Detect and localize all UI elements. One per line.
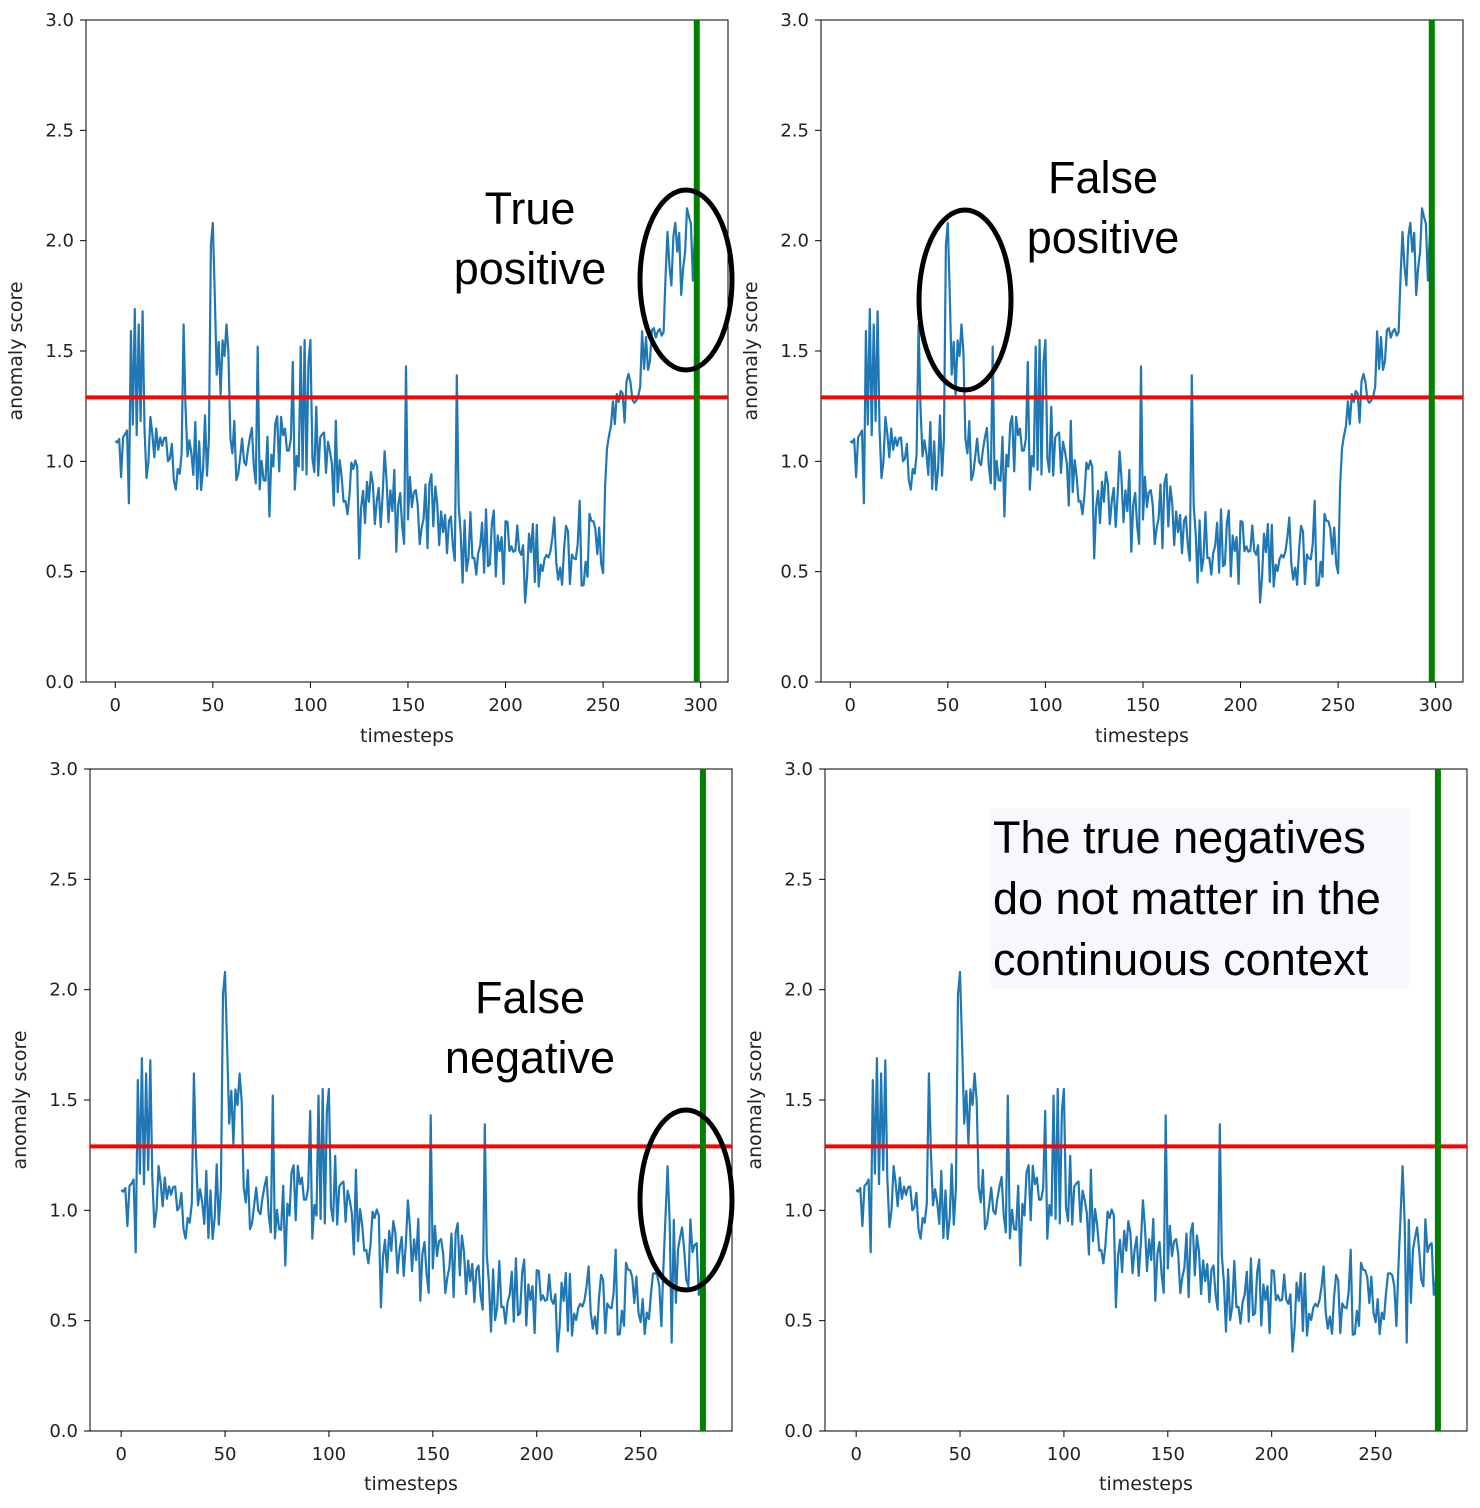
x-tick-label: 150: [416, 1444, 450, 1465]
x-tick-label: 50: [214, 1444, 237, 1465]
annotation-text: True: [485, 183, 576, 234]
annotation-text: False: [475, 972, 585, 1023]
annotation-text: positive: [454, 243, 607, 294]
x-tick-label: 150: [1126, 695, 1160, 716]
x-axis-label: timesteps: [360, 725, 454, 747]
anomaly-score-series: [120, 970, 704, 1353]
y-tick-label: 0.0: [780, 672, 809, 693]
y-tick-label: 2.0: [784, 980, 813, 1001]
x-tick-label: 250: [1321, 695, 1355, 716]
x-tick-label: 150: [1151, 1444, 1185, 1465]
x-tick-label: 0: [115, 1444, 126, 1465]
y-tick-label: 1.5: [784, 1090, 813, 1111]
panel-false-positive: 0.0 0.5 1.0 1.5 2.0 2.5 3.0 0 50 100 150 200 250 300 t…: [740, 10, 1464, 747]
annotation-text: negative: [445, 1032, 615, 1083]
x-tick-label: 250: [1358, 1444, 1392, 1465]
x-axis-label: timesteps: [1095, 725, 1189, 747]
annotation-text: The true negatives: [993, 812, 1366, 863]
x-tick-label: 100: [1028, 695, 1062, 716]
y-tick-label: 1.0: [45, 451, 74, 472]
annotation-text: do not matter in the: [993, 873, 1381, 924]
y-tick-label: 3.0: [45, 10, 74, 31]
panel-true-negatives-note: 0.0 0.5 1.0 1.5 2.0 2.5 3.0 0 50 100 150 200 250 time…: [744, 759, 1468, 1495]
y-tick-label: 2.5: [45, 120, 74, 141]
anomaly-score-series: [114, 207, 698, 604]
y-tick-label: 0.5: [784, 1311, 813, 1332]
x-axis-label: timesteps: [1099, 1473, 1193, 1495]
x-tick-label: 200: [520, 1444, 554, 1465]
y-tick-label: 1.5: [45, 341, 74, 362]
x-tick-label: 100: [1047, 1444, 1081, 1465]
y-tick-label: 2.0: [49, 980, 78, 1001]
x-tick-label: 250: [623, 1444, 657, 1465]
x-tick-label: 200: [1255, 1444, 1289, 1465]
highlight-circle: [637, 187, 735, 373]
plot-frame: [89, 768, 733, 1432]
x-tick-label: 300: [1419, 695, 1453, 716]
x-tick-label: 50: [201, 695, 224, 716]
x-tick-label: 250: [586, 695, 620, 716]
y-tick-label: 1.5: [49, 1090, 78, 1111]
panel-false-negative: 0.0 0.5 1.0 1.5 2.0 2.5 3.0 0 50 100 150 200 250 time…: [9, 759, 735, 1495]
x-tick-label: 200: [488, 695, 522, 716]
x-tick-label: 100: [312, 1444, 346, 1465]
x-tick-label: 0: [850, 1444, 861, 1465]
y-tick-label: 0.0: [45, 672, 74, 693]
annotation-text: continuous context: [993, 934, 1369, 985]
y-axis-label: anomaly score: [9, 1030, 31, 1169]
y-tick-label: 0.5: [49, 1311, 78, 1332]
y-tick-label: 1.5: [780, 341, 809, 362]
y-tick-label: 2.5: [784, 869, 813, 890]
highlight-circle: [916, 207, 1014, 393]
x-tick-label: 50: [949, 1444, 972, 1465]
y-axis-label: anomaly score: [740, 281, 762, 420]
y-tick-label: 3.0: [784, 759, 813, 780]
x-tick-label: 100: [293, 695, 327, 716]
x-tick-label: 200: [1223, 695, 1257, 716]
y-tick-label: 2.0: [45, 231, 74, 252]
y-tick-label: 1.0: [780, 451, 809, 472]
x-axis-label: timesteps: [364, 1473, 458, 1495]
panel-true-positive: 0.0 0.5 1.0 1.5 2.0 2.5 3.0 0 50 100 150 200 250 300 t…: [5, 10, 735, 747]
x-tick-label: 0: [110, 695, 121, 716]
y-axis-label: anomaly score: [5, 281, 27, 420]
y-tick-label: 0.5: [780, 562, 809, 583]
y-tick-label: 0.5: [45, 562, 74, 583]
y-tick-label: 1.0: [49, 1200, 78, 1221]
y-tick-label: 2.5: [49, 869, 78, 890]
y-tick-label: 0.0: [784, 1421, 813, 1442]
y-axis-label: anomaly score: [744, 1030, 766, 1169]
annotation-text: False: [1048, 152, 1158, 203]
y-tick-label: 3.0: [780, 10, 809, 31]
annotation-background: [991, 808, 1409, 989]
y-tick-label: 3.0: [49, 759, 78, 780]
y-tick-label: 1.0: [784, 1200, 813, 1221]
x-tick-label: 50: [936, 695, 959, 716]
anomaly-score-series: [855, 970, 1439, 1353]
y-tick-label: 2.0: [780, 231, 809, 252]
highlight-circle: [637, 1107, 735, 1293]
x-tick-label: 150: [391, 695, 425, 716]
x-tick-label: 0: [845, 695, 856, 716]
y-tick-label: 2.5: [780, 120, 809, 141]
y-tick-label: 0.0: [49, 1421, 78, 1442]
annotation-text: positive: [1027, 212, 1180, 263]
anomaly-score-series: [849, 207, 1433, 604]
x-tick-label: 300: [684, 695, 718, 716]
